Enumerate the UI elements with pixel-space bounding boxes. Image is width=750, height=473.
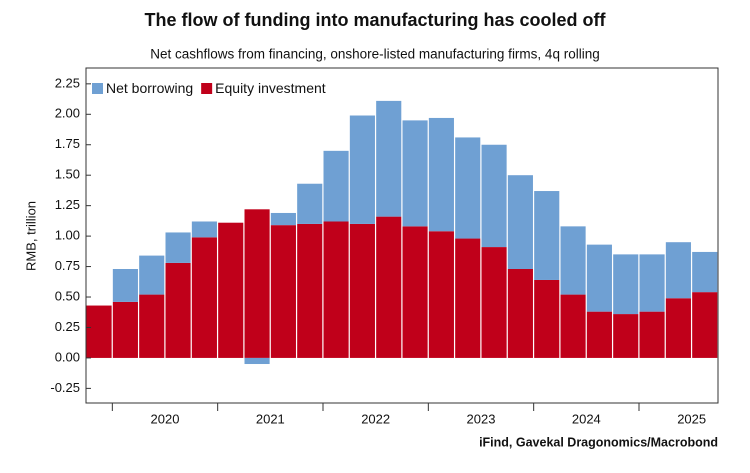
- bar: [665, 242, 691, 299]
- y-tick-label: 0.25: [55, 319, 80, 334]
- y-tick-label: 1.00: [55, 228, 80, 243]
- bar: [349, 223, 375, 358]
- chart-title: The flow of funding into manufacturing h…: [145, 10, 607, 30]
- x-tick-label: 2023: [467, 411, 496, 426]
- y-tick-label: 0.00: [55, 349, 80, 364]
- bar: [481, 247, 507, 358]
- bar: [297, 183, 323, 224]
- bar: [86, 305, 112, 358]
- legend-label: Net borrowing: [106, 80, 193, 96]
- bar: [613, 254, 639, 315]
- bar: [270, 225, 296, 358]
- bar: [112, 301, 138, 358]
- bar: [376, 100, 402, 217]
- source: iFind, Gavekal Dragonomics/Macrobond: [479, 435, 718, 449]
- bar: [191, 221, 217, 238]
- plot-frame: [85, 67, 719, 404]
- bar: [507, 269, 533, 358]
- bar: [534, 191, 560, 280]
- bar: [165, 232, 191, 263]
- x-tick-label: 2024: [572, 411, 601, 426]
- bar: [191, 237, 217, 358]
- x-tick-label: 2021: [256, 411, 285, 426]
- bar: [112, 269, 138, 302]
- bar: [323, 221, 349, 358]
- legend-label: Equity investment: [215, 80, 326, 96]
- bar: [692, 251, 718, 293]
- bar: [402, 226, 428, 358]
- bar: [165, 262, 191, 358]
- bar: [639, 254, 665, 312]
- bar: [665, 298, 691, 358]
- bar: [428, 231, 454, 358]
- y-tick-label: -0.25: [50, 380, 80, 395]
- y-axis-label: RMB, trillion: [23, 201, 38, 271]
- y-tick-label: 1.75: [55, 136, 80, 151]
- chart-subtitle: Net cashflows from financing, onshore-li…: [150, 47, 599, 62]
- bar: [455, 137, 481, 239]
- bar: [244, 357, 270, 365]
- y-tick-label: 0.75: [55, 258, 80, 273]
- bar: [270, 212, 296, 226]
- bar: [639, 311, 665, 358]
- plot-area: [86, 100, 718, 365]
- bar: [692, 292, 718, 358]
- bar: [139, 255, 165, 295]
- bar: [534, 279, 560, 358]
- bar: [323, 150, 349, 222]
- bar: [455, 238, 481, 358]
- bar: [349, 115, 375, 224]
- bar: [586, 311, 612, 358]
- bar: [297, 223, 323, 358]
- bar: [428, 117, 454, 232]
- x-tick-label: 2020: [151, 411, 180, 426]
- y-tick-label: 1.50: [55, 167, 80, 182]
- x-tick-label: 2025: [677, 411, 706, 426]
- y-tick-label: 2.00: [55, 106, 80, 121]
- bar: [244, 209, 270, 358]
- y-tick-label: 2.25: [55, 75, 80, 90]
- y-tick-label: 0.50: [55, 288, 80, 303]
- bar: [376, 216, 402, 358]
- bar: [402, 120, 428, 227]
- x-tick-label: 2022: [361, 411, 390, 426]
- bar: [586, 244, 612, 312]
- y-tick-label: 1.25: [55, 197, 80, 212]
- bar: [613, 314, 639, 358]
- bar: [481, 144, 507, 248]
- legend-swatch: [92, 83, 103, 94]
- bar: [218, 222, 244, 358]
- legend-swatch: [201, 83, 213, 94]
- bar: [560, 226, 586, 295]
- bar: [507, 175, 533, 269]
- bar: [139, 294, 165, 358]
- bar: [560, 294, 586, 358]
